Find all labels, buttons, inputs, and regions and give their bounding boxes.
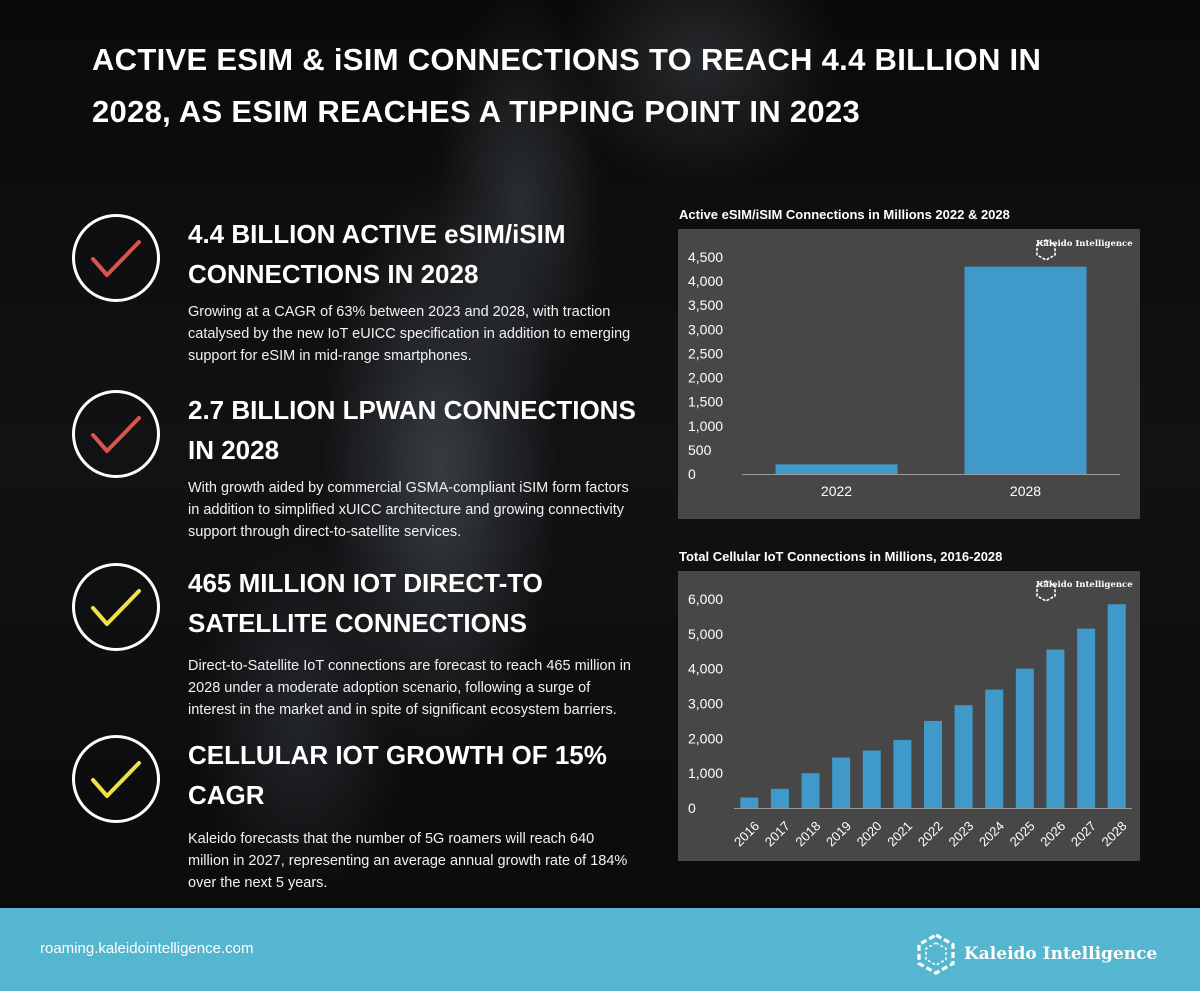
point-title: 4.4 BILLION ACTIVE eSIM/iSIM CONNECTIONS… (188, 219, 566, 289)
y-tick-label: 4,000 (688, 661, 723, 677)
kaleido-logo-icon (1036, 580, 1056, 602)
point-title: CELLULAR IOT GROWTH OF 15% CAGR (188, 740, 607, 810)
footer: roaming.kaleidointelligence.com Kaleido … (0, 908, 1200, 991)
point-description: Growing at a CAGR of 63% between 2023 an… (188, 304, 631, 364)
y-tick-label: 0 (688, 466, 696, 482)
chart-esim-svg: 0 500 1,000 1,500 2,000 2,500 3,000 3,500 4,000 4… (688, 249, 1120, 499)
bar-2026 (1046, 649, 1065, 808)
x-tick-label: 2022 (821, 483, 852, 499)
bar-2018 (801, 773, 820, 808)
y-tick-label: 3,000 (688, 696, 723, 712)
bar-2016 (740, 797, 759, 808)
y-tick-label: 5,000 (688, 626, 723, 642)
bar-2019 (832, 757, 851, 808)
x-tick-label: 2018 (792, 818, 823, 849)
y-tick-label: 0 (688, 800, 696, 816)
watermark-text: Kaleido Intelligence (1036, 239, 1133, 249)
footer-logo: Kaleido Intelligence (916, 932, 1157, 976)
y-tick-label: 6,000 (688, 591, 723, 607)
y-tick-label: 1,500 (688, 394, 723, 410)
bar-2022 (924, 720, 942, 808)
x-tick-label: 2028 (1010, 483, 1041, 499)
bar-2024 (985, 689, 1004, 808)
y-tick-label: 1,000 (688, 765, 723, 781)
bar-2021 (893, 740, 912, 808)
x-tick-label: 2017 (762, 818, 793, 849)
bar-2025 (1015, 668, 1034, 808)
page-title: ACTIVE ESIM & iSIM CONNECTIONS TO REACH … (92, 42, 1042, 129)
y-tick-label: 1,000 (688, 418, 723, 434)
footer-brand-text: Kaleido Intelligence (964, 944, 1158, 964)
bar-2028 (1107, 604, 1126, 808)
chart-watermark: Kaleido Intelligence (1036, 580, 1133, 602)
chart-title-cellular-iot: Total Cellular IoT Connections in Millio… (679, 549, 1003, 564)
y-tick-label: 2,000 (688, 370, 723, 386)
y-tick-label: 500 (688, 442, 712, 458)
footer-url-link[interactable]: roaming.kaleidointelligence.com (40, 940, 254, 957)
bar-2020 (862, 750, 881, 808)
bar-2028 (964, 266, 1087, 474)
y-tick-label: 2,500 (688, 345, 723, 361)
y-tick-label: 3,000 (688, 321, 723, 337)
x-tick-label: 2016 (731, 818, 762, 849)
bar-2023 (954, 705, 973, 808)
chart-esim-connections: 0 500 1,000 1,500 2,000 2,500 3,000 3,500 4,000 4… (678, 229, 1140, 519)
kaleido-logo-icon (1036, 239, 1056, 261)
x-tick-label: 2027 (1068, 818, 1099, 849)
point-title: 2.7 BILLION LPWAN CONNECTIONS IN 2028 (188, 395, 636, 465)
bar-2022 (775, 464, 898, 474)
point-description: Kaleido forecasts that the number of 5G … (188, 831, 628, 891)
check-red-icon (72, 390, 160, 478)
x-tick-label: 2023 (945, 818, 976, 849)
point-description: With growth aided by commercial GSMA-com… (188, 480, 629, 540)
point-description: Direct-to-Satellite IoT connections are … (188, 658, 632, 718)
point-title: 465 MILLION IOT DIRECT-TO SATELLITE CONN… (188, 568, 543, 638)
y-tick-label: 2,000 (688, 730, 723, 746)
chart-title-esim: Active eSIM/iSIM Connections in Millions… (679, 207, 1010, 222)
x-tick-label: 2019 (823, 818, 854, 849)
check-yellow-icon (72, 735, 160, 823)
x-tick-label: 2022 (915, 818, 946, 849)
x-tick-label: 2025 (1007, 818, 1038, 849)
bar-2027 (1077, 628, 1096, 808)
chart-watermark: Kaleido Intelligence (1036, 239, 1133, 261)
kaleido-logo-icon (917, 933, 955, 975)
x-tick-label: 2020 (854, 818, 885, 849)
x-tick-label: 2021 (884, 818, 915, 849)
y-tick-label: 4,000 (688, 273, 723, 289)
x-tick-label: 2028 (1099, 818, 1130, 849)
y-tick-label: 4,500 (688, 249, 723, 265)
y-tick-label: 3,500 (688, 297, 723, 313)
check-yellow-icon (72, 563, 160, 651)
bar-2017 (770, 788, 789, 808)
chart-cellular-iot-connections: 0 1,000 2,000 3,000 4,000 5,000 6,000 2016 2017 2… (678, 571, 1140, 861)
x-tick-label: 2024 (976, 818, 1007, 849)
x-tick-label: 2026 (1037, 818, 1068, 849)
check-red-icon (72, 214, 160, 302)
watermark-text: Kaleido Intelligence (1036, 580, 1133, 590)
